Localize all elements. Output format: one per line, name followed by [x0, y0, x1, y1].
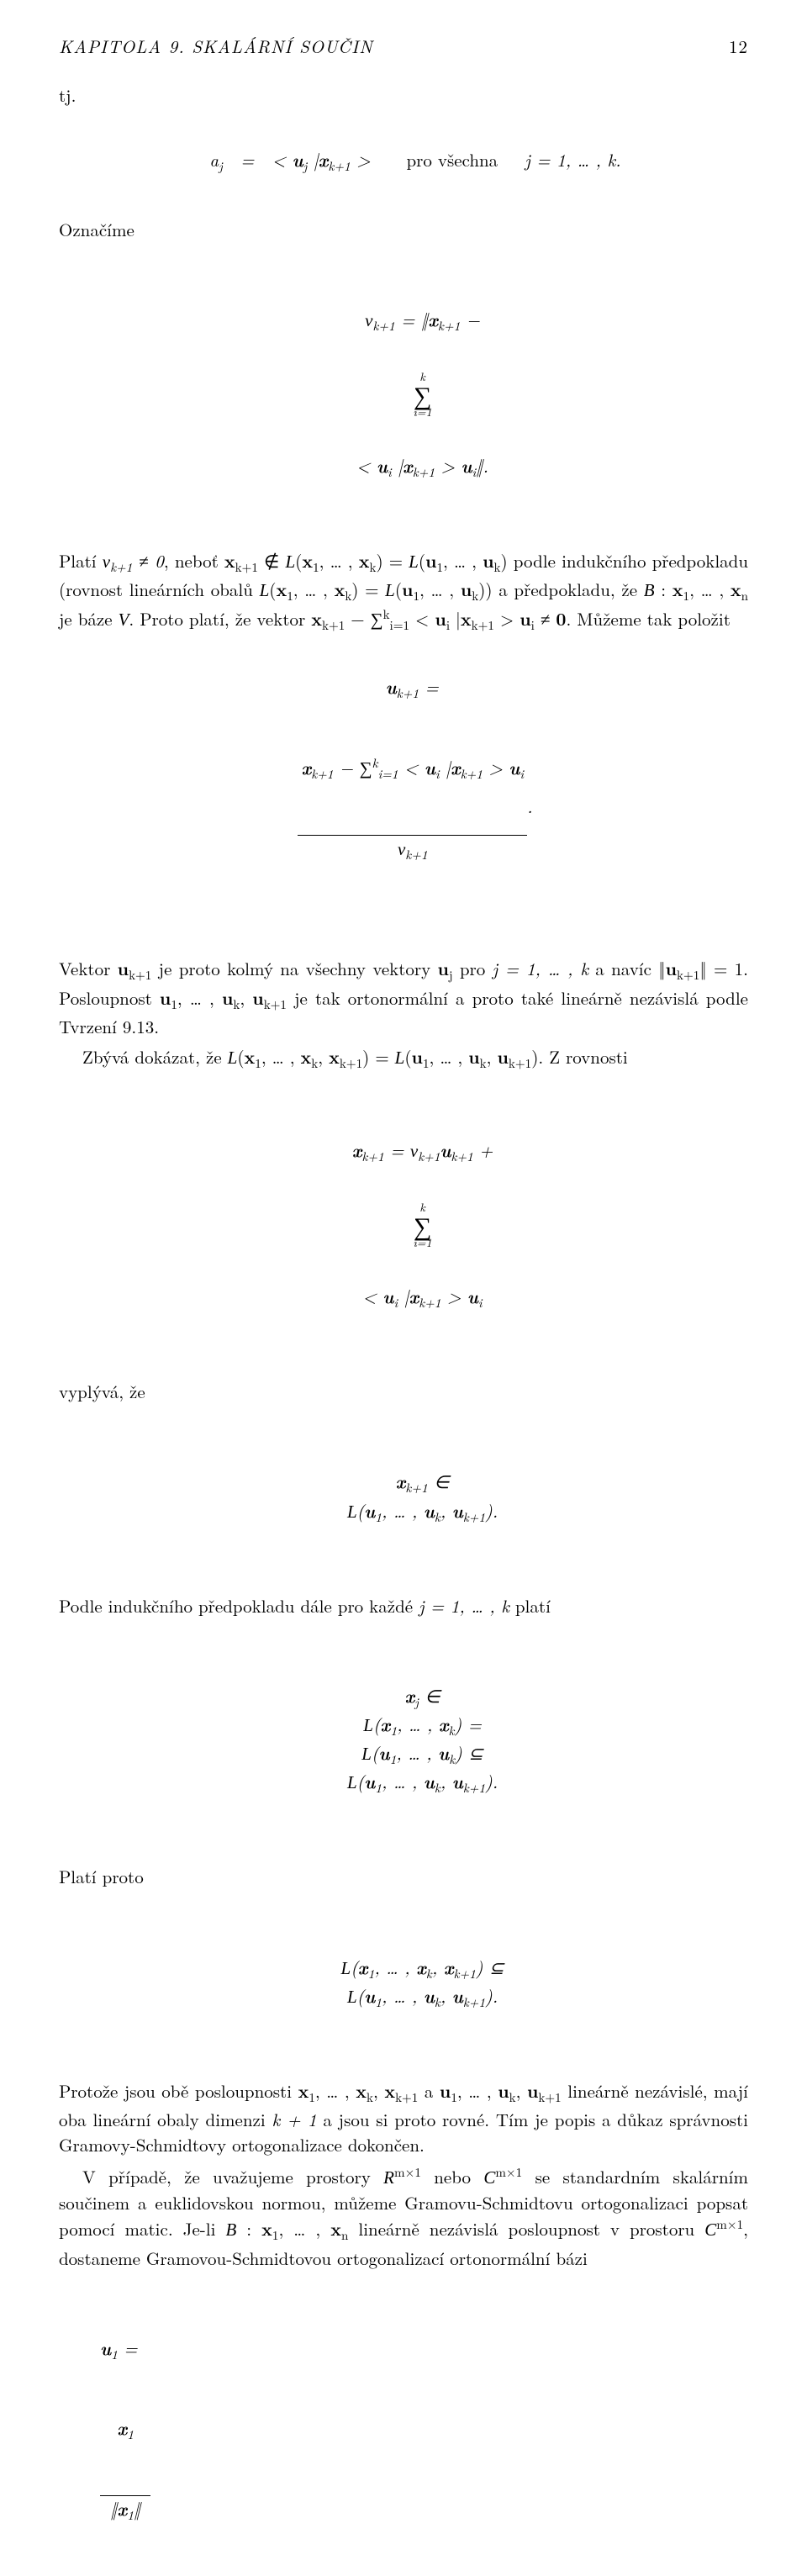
- running-head-title: KAPITOLA 9. SKALÁRNÍ SOUČIN: [59, 34, 373, 59]
- running-head: KAPITOLA 9. SKALÁRNÍ SOUČIN 12: [59, 34, 748, 59]
- page-number: 12: [729, 34, 748, 59]
- lead-plati-proto: Platí proto: [59, 1864, 748, 1889]
- eq-u1-den: ‖x1‖: [100, 2495, 150, 2525]
- eq-final: u1 = x1 ‖x1‖ a uk+1 = xk+1 − ∑ki=1(ui*xk…: [59, 2284, 748, 2576]
- paragraph-1: Platí νk+1 ≠ 0, neboť xk+1 ∉ L(x1, … , x…: [59, 548, 748, 635]
- paragraph-5: Protože jsou obě posloupnosti x1, … , xk…: [59, 2078, 748, 2158]
- eq-xj-in: xj ∈ L(x1, … , xk) = L(u1, … , uk) ⊆ L(u…: [59, 1632, 748, 1849]
- eq-xk: xk+1 = νk+1uk+1 + k∑i=1 < ui |xk+1 > ui: [59, 1086, 748, 1364]
- eq-xk-in: xk+1 ∈ L(u1, … , uk, uk+1).: [59, 1418, 748, 1578]
- eq-u1-num: x1: [100, 2415, 150, 2444]
- sigma-icon: k∑i=1: [397, 335, 447, 453]
- eq-aj-text: aj = < uj |xk+1 > pro všechna j = 1, … ,…: [209, 147, 620, 172]
- eq-uk: uk+1 = xk+1 − ∑ki=1 < ui |xk+1 > ui νk+1…: [59, 649, 748, 942]
- eq-u1-frac: x1 ‖x1‖: [100, 2364, 150, 2576]
- eq-nu: νk+1 = ‖xk+1 − k∑i=1 < ui |xk+1 > ui‖.: [59, 256, 748, 533]
- eq-nu-inner: νk+1 = ‖xk+1 − k∑i=1 < ui |xk+1 > ui‖.: [319, 307, 488, 507]
- lead-vyplyva: vyplývá, že: [59, 1379, 748, 1404]
- paragraph-4: Podle indukčního předpokladu dále pro ka…: [59, 1593, 748, 1618]
- eq-uk-frac: xk+1 − ∑ki=1 < ui |xk+1 > ui νk+1: [298, 703, 527, 916]
- eq-aj: aj = < uj |xk+1 > pro všechna j = 1, … ,…: [59, 122, 748, 202]
- paragraph-3: Zbývá dokázat, že L(x1, … , xk, xk+1) = …: [59, 1044, 748, 1073]
- lead-oznacime: Označíme: [59, 217, 748, 242]
- eq-uk-num: xk+1 − ∑ki=1 < ui |xk+1 > ui: [298, 754, 527, 784]
- eq-xj-inner: xj ∈ L(x1, … , xk) = L(u1, … , uk) ⊆ L(u…: [309, 1683, 498, 1823]
- sigma-icon: k∑i=1: [397, 1166, 447, 1284]
- eq-uk-den: νk+1: [298, 835, 527, 864]
- paragraph-6: V případě, že uvažujeme prostory Rm×1 ne…: [59, 2163, 748, 2271]
- eq-L-subset-inner: L(x1, … , xk, xk+1) ⊆ L(u1, … , uk, uk+1…: [303, 1955, 504, 2037]
- eq-L-subset: L(x1, … , xk, xk+1) ⊆ L(u1, … , uk, uk+1…: [59, 1903, 748, 2063]
- eq-xk-inner: xk+1 = νk+1uk+1 + k∑i=1 < ui |xk+1 > ui: [314, 1138, 493, 1338]
- lead-tj: tj.: [59, 82, 748, 108]
- eq-uk-left: uk+1 =: [386, 674, 445, 699]
- page: KAPITOLA 9. SKALÁRNÍ SOUČIN 12 tj. aj = …: [0, 0, 807, 2576]
- eq-u1: u1 = x1 ‖x1‖: [62, 2336, 150, 2576]
- eq-xk-in-inner: xk+1 ∈ L(u1, … , uk, uk+1).: [309, 1469, 498, 1551]
- paragraph-2: Vektor uk+1 je proto kolmý na všechny ve…: [59, 956, 748, 1039]
